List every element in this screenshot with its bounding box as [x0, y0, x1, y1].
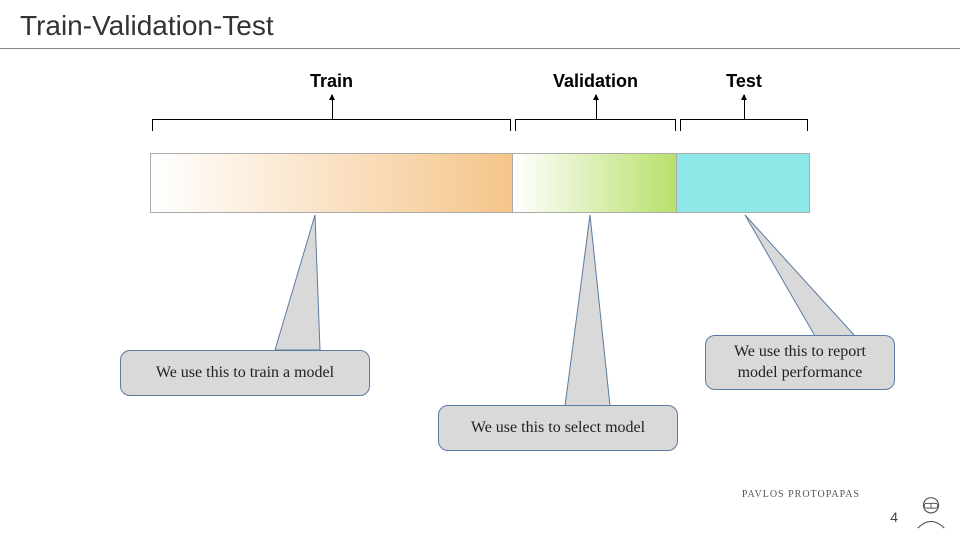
segment-block-train: [151, 154, 513, 212]
bracket-validation: [515, 119, 676, 131]
callout-validation: We use this to select model: [438, 405, 678, 451]
title-underline: [0, 48, 960, 49]
page-title: Train-Validation-Test: [20, 10, 274, 42]
arrow-up-icon: [744, 95, 745, 117]
segment-blocks: [150, 153, 810, 213]
callouts-layer: We use this to train a model We use this…: [0, 320, 960, 500]
segment-label-train: Train: [282, 71, 382, 92]
bracket-test: [680, 119, 808, 131]
segment-label-test: Test: [694, 71, 794, 92]
segment-block-test: [677, 154, 809, 212]
segment-block-validation: [513, 154, 678, 212]
callout-test-line1: We use this to report: [734, 343, 866, 360]
segment-labels: TrainValidationTest: [150, 75, 810, 103]
split-diagram: TrainValidationTest: [150, 75, 810, 225]
author-label: PAVLOS PROTOPAPAS: [742, 489, 860, 500]
callout-test-line2: model performance: [738, 364, 863, 381]
callout-test: We use this to report model performance: [705, 335, 895, 390]
page-number: 4: [890, 509, 898, 525]
arrow-up-icon: [596, 95, 597, 117]
callout-train: We use this to train a model: [120, 350, 370, 396]
segment-label-validation: Validation: [546, 71, 646, 92]
arrow-up-icon: [332, 95, 333, 117]
avatar: [912, 492, 950, 530]
bracket-train: [152, 119, 511, 131]
callout-tail-test: [745, 215, 855, 336]
